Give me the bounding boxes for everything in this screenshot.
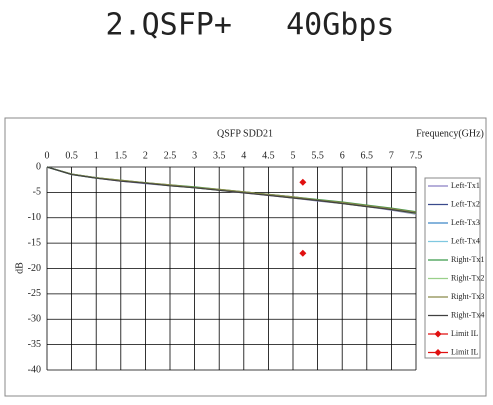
y-tick-label: -15 [28, 237, 41, 248]
x-tick-label: 4 [241, 150, 246, 161]
legend-label: Right-Tx1 [451, 255, 484, 264]
x-tick-label: 7.5 [410, 150, 423, 161]
x-tick-label: 3 [192, 150, 197, 161]
legend-label: Left-Tx4 [451, 236, 480, 245]
x-tick-label: 3.5 [213, 150, 226, 161]
x-tick-label: 5 [291, 150, 296, 161]
x-tick-label: 6.5 [361, 150, 374, 161]
y-tick-label: -5 [33, 187, 41, 198]
series-line [46, 166, 417, 213]
y-tick-label: -20 [28, 263, 41, 274]
legend-label: Right-Tx3 [451, 292, 484, 301]
legend-label: Left-Tx1 [451, 181, 480, 190]
slide-title: 2.QSFP+ 40Gbps [106, 8, 395, 43]
legend-label: Limit IL [451, 347, 478, 356]
legend [424, 177, 481, 359]
legend-marker [434, 349, 442, 356]
limit-point [299, 249, 307, 257]
legend-label: Left-Tx3 [451, 218, 480, 227]
y-axis-label: dB [14, 262, 25, 274]
y-tick-label: -25 [28, 288, 41, 299]
legend-label: Left-Tx2 [451, 199, 480, 208]
x-tick-label: 7 [389, 150, 394, 161]
x-tick-label: 0.5 [65, 150, 78, 161]
x-tick-label: 2.5 [164, 150, 177, 161]
legend-label: Right-Tx2 [451, 273, 484, 282]
legend-marker [434, 330, 442, 338]
x-axis-label: Frequency(GHz) [416, 128, 484, 139]
legend-label: Limit IL [451, 329, 478, 338]
chart-frame [4, 117, 487, 397]
chart-title: QSFP SDD21 [217, 128, 273, 139]
x-tick-label: 0 [45, 150, 50, 161]
legend-label: Right-Tx4 [451, 310, 484, 319]
series-line [46, 166, 417, 214]
limit-point [299, 178, 307, 186]
x-tick-label: 4.5 [262, 150, 275, 161]
y-tick-label: 0 [36, 161, 41, 172]
x-tick-label: 1 [94, 150, 99, 161]
x-tick-label: 5.5 [311, 150, 324, 161]
y-tick-label: -35 [28, 339, 41, 350]
x-tick-label: 6 [340, 150, 345, 161]
y-tick-label: -40 [28, 364, 41, 375]
y-tick-label: -30 [28, 314, 41, 325]
x-tick-label: 2 [143, 150, 148, 161]
y-tick-label: -10 [28, 212, 41, 223]
x-tick-label: 1.5 [115, 150, 128, 161]
